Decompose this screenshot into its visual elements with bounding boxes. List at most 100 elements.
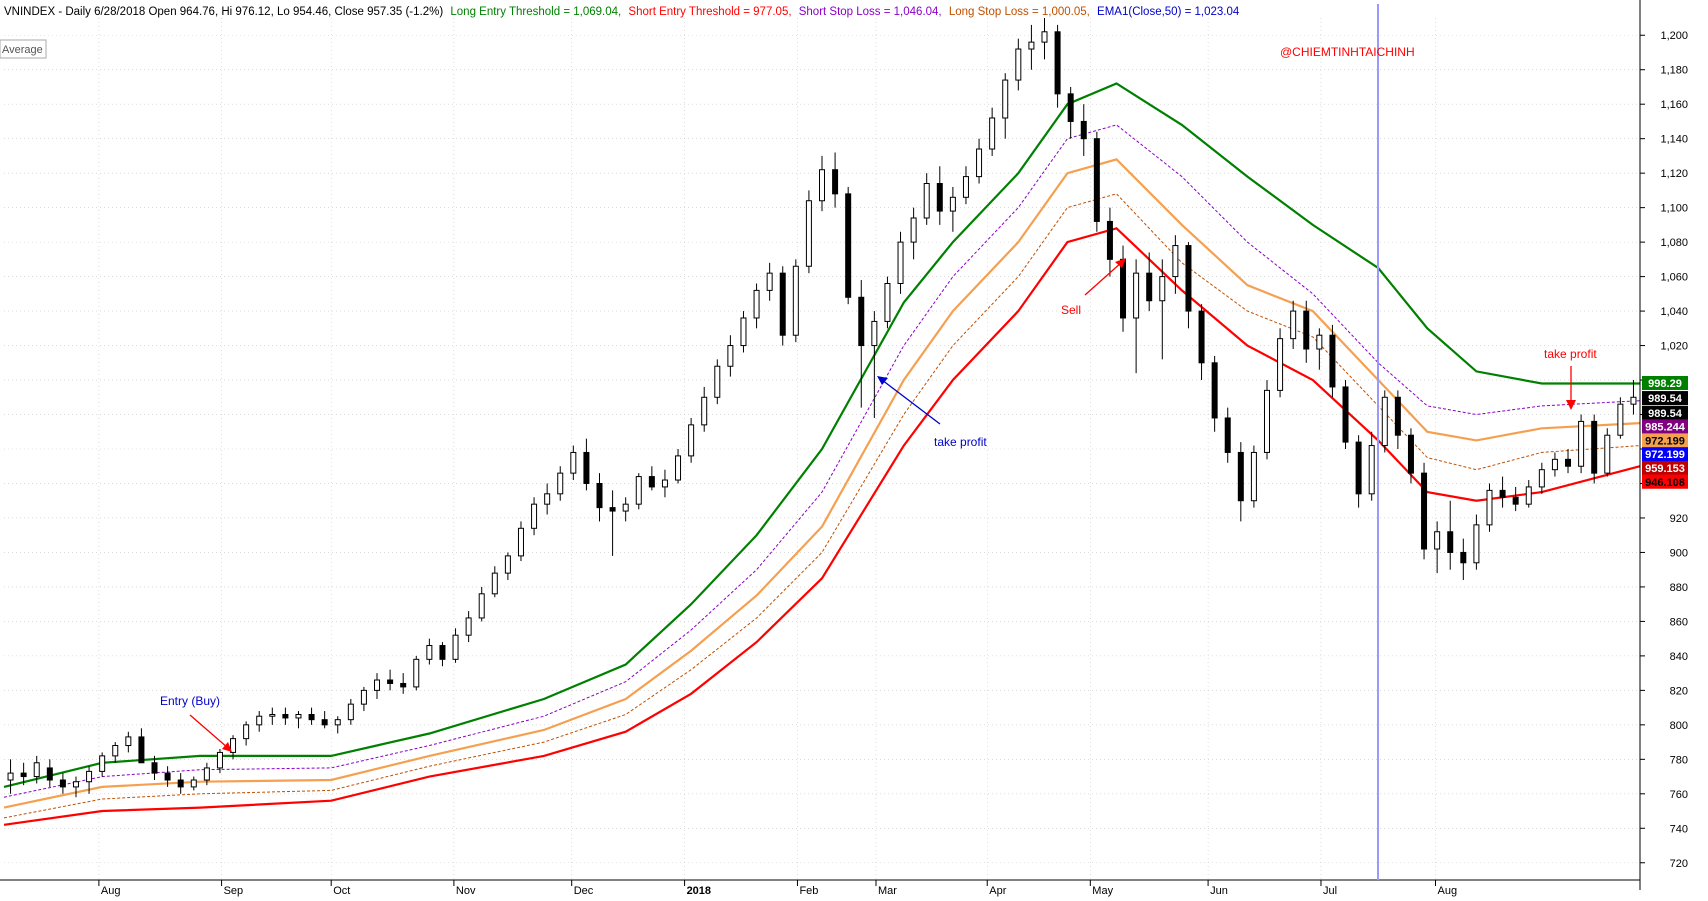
candle-body: [1578, 420, 1585, 467]
legend-stub-box[interactable]: [0, 39, 47, 59]
band-lines: [3, 82, 1641, 826]
series-line-short-entry-threshold: [3, 227, 1641, 826]
candle-body: [295, 713, 302, 719]
candle-body: [374, 679, 381, 691]
candle-body: [701, 396, 708, 426]
y-tick-label: 1,120: [1660, 168, 1688, 180]
candle-body: [1015, 48, 1022, 81]
candle-body: [1617, 403, 1624, 436]
candle-body: [1394, 396, 1401, 436]
candle-body: [72, 781, 79, 788]
candle-body: [1591, 420, 1598, 474]
candle-body: [517, 527, 524, 557]
candle-body: [1368, 445, 1375, 495]
candle-body: [1093, 138, 1100, 222]
candle-body: [230, 738, 237, 753]
candle-body: [897, 241, 904, 284]
y-tick-label: 1,140: [1660, 134, 1688, 146]
candle-body: [1342, 386, 1349, 443]
candle-body: [936, 183, 943, 212]
y-tick-label: 840: [1670, 651, 1688, 663]
price-badge-label: 985.244: [1645, 422, 1686, 434]
candle-body: [557, 472, 564, 495]
candle-body: [1538, 469, 1545, 488]
y-tick-label: 880: [1670, 582, 1688, 594]
y-tick-label: 1,040: [1660, 306, 1688, 318]
candle-body: [1120, 258, 1127, 319]
candle-body: [478, 593, 485, 619]
candle-body: [177, 779, 184, 788]
series-line-short-stop-loss: [3, 124, 1641, 798]
candle-body: [792, 265, 799, 336]
grid-lines: [4, 18, 1640, 880]
candle-body: [151, 762, 158, 774]
candle-body: [976, 148, 983, 178]
candle-body: [1525, 486, 1532, 505]
candle-body: [347, 703, 354, 721]
candle-body: [570, 451, 577, 474]
header-line: VNINDEX - Daily 6/28/2018 Open 964.76, H…: [4, 6, 1240, 18]
price-badge-label: 946.108: [1645, 477, 1685, 489]
candle-body: [1211, 362, 1218, 419]
sell-arrow: [1084, 261, 1123, 296]
candle-body: [1447, 531, 1454, 553]
series-line-long-stop-loss: [3, 193, 1641, 819]
candle-body: [138, 736, 145, 764]
x-tick-label: 2018: [687, 885, 711, 897]
y-tick-label: 820: [1670, 685, 1688, 697]
candle-body: [805, 200, 812, 267]
candle-body: [1565, 458, 1572, 467]
watermark-text: @CHIEMTINHTAICHINH: [1280, 45, 1415, 59]
take-profit-2-label: take profit: [1544, 347, 1597, 361]
x-tick-label: Feb: [799, 885, 818, 897]
y-tick-label: 1,080: [1660, 237, 1688, 249]
x-tick-label: Aug: [101, 885, 121, 897]
y-tick-label: 780: [1670, 754, 1688, 766]
candle-body: [884, 282, 891, 322]
candle-body: [112, 745, 119, 757]
candle-body: [832, 169, 839, 195]
take-profit-1-label: take profit: [934, 435, 987, 449]
price-badge-label: 998.29: [1648, 378, 1682, 390]
take-profit-2-arrowhead: [1566, 400, 1576, 410]
series-line-ema-mid: [3, 158, 1641, 809]
candle-body: [190, 779, 197, 788]
candle-body: [1250, 451, 1257, 502]
candle-body: [1054, 31, 1061, 95]
candle-body: [1460, 551, 1467, 564]
candle-body: [1434, 531, 1441, 550]
header-long-stop: Long Stop Loss = 1,000.05,: [949, 6, 1090, 18]
candle-body: [1172, 245, 1179, 278]
take-profit-1-arrowhead: [877, 376, 888, 385]
candle-body: [949, 196, 956, 212]
candle-body: [256, 715, 263, 726]
candle-body: [1106, 220, 1113, 260]
price-badges: 998.29989.54989.54985.244972.199972.1999…: [1642, 375, 1688, 489]
candle-body: [452, 634, 459, 660]
candle-body: [753, 289, 760, 319]
candle-body: [1159, 276, 1166, 302]
entry-label: Entry (Buy): [160, 694, 220, 708]
candle-body: [910, 217, 917, 243]
candle-body: [282, 713, 289, 719]
price-badge: [1642, 460, 1688, 475]
y-tick-label: 1,060: [1660, 272, 1688, 284]
candle-body: [740, 317, 747, 347]
price-badge-label: 989.54: [1648, 393, 1683, 405]
candle-body: [1407, 434, 1414, 474]
candle-body: [648, 476, 655, 488]
candle-body: [1499, 489, 1506, 498]
candle-body: [675, 455, 682, 481]
candle-body: [413, 658, 420, 688]
candle-body: [727, 345, 734, 367]
candle-body: [1041, 31, 1048, 43]
candle-body: [531, 503, 538, 529]
candle-body: [544, 493, 551, 505]
candle-body: [1002, 79, 1009, 119]
candle-body: [1067, 93, 1074, 122]
candle-body: [504, 555, 511, 574]
header-short-stop: Short Stop Loss = 1,046.04,: [799, 6, 942, 18]
sell-label: Sell: [1061, 303, 1081, 317]
